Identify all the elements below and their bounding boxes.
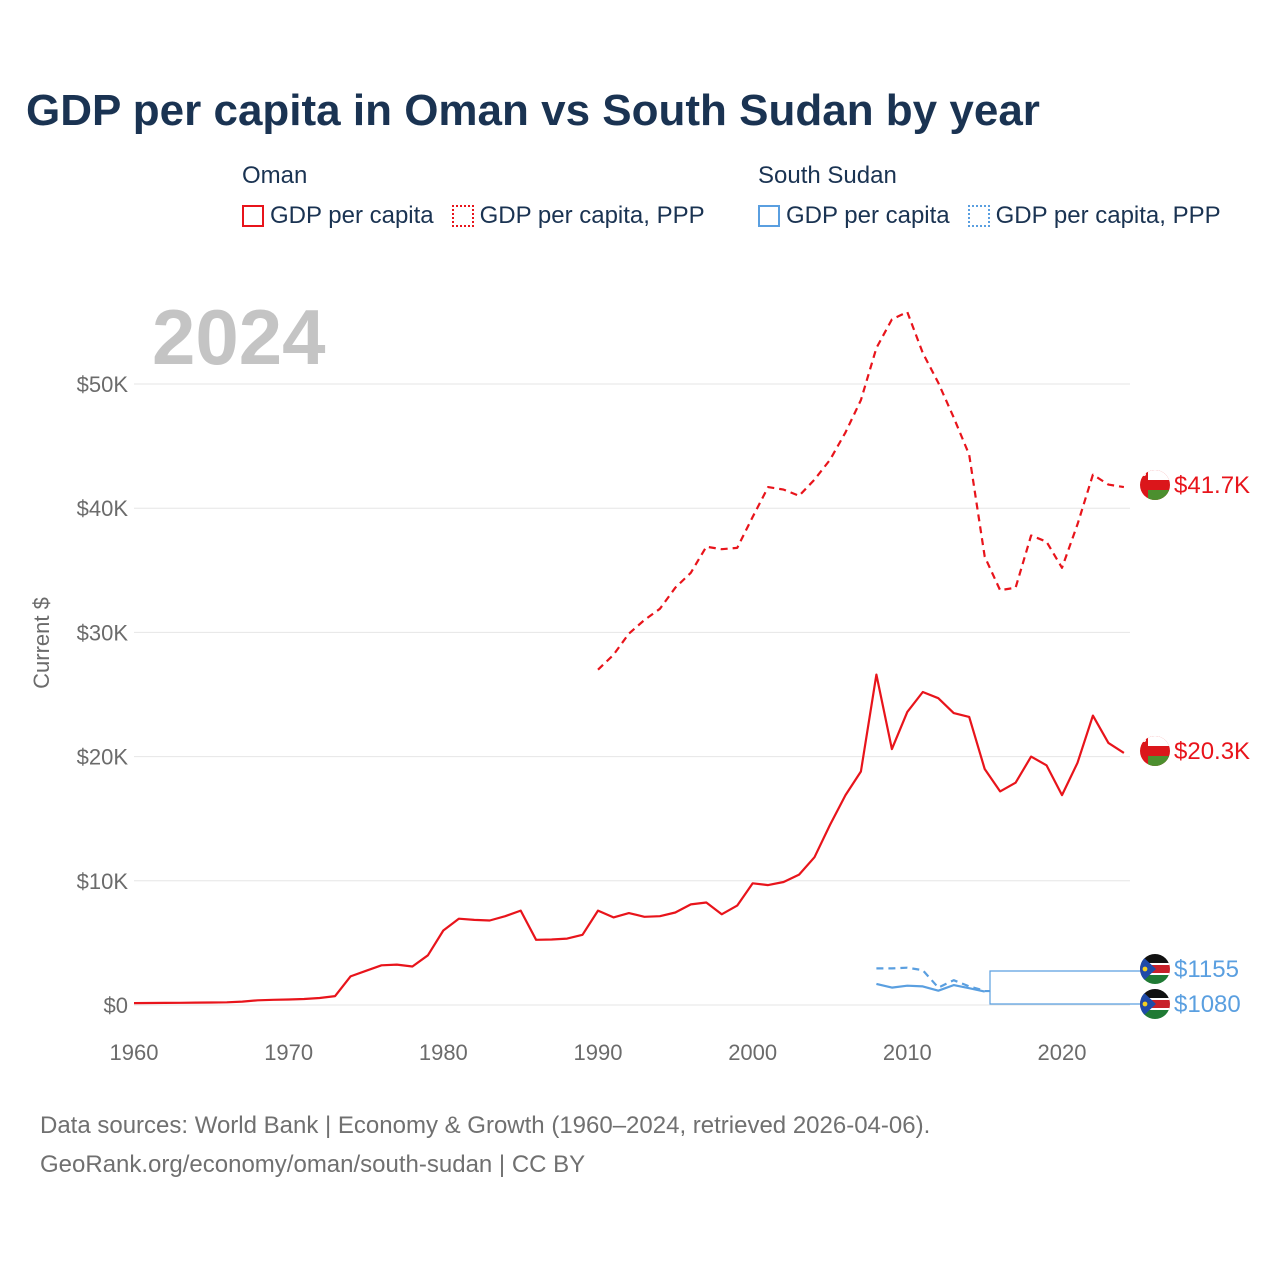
end-labels: $20.3K $41.7K $1155 $1080 [1174,472,1250,1018]
source-line-2[interactable]: GeoRank.org/economy/oman/south-sudan | C… [40,1151,586,1178]
legend-swatch-solid [758,205,780,227]
legend-label: GDP per capita [786,202,950,229]
x-tick-label: 2010 [883,1040,932,1065]
south-sudan-flag-icon [1140,954,1170,984]
legend-swatch-dotted [451,205,474,227]
series-lines [133,310,1125,1005]
x-tick-label: 1970 [264,1040,313,1065]
series-line-3 [876,982,985,993]
chart-title: GDP per capita in Oman vs South Sudan by… [26,86,1040,135]
legend-group-oman: Oman GDP per capita GDP per capita, PPP [242,162,705,230]
x-tick-label: 1960 [110,1040,159,1065]
legend-label: GDP per capita, PPP [479,202,705,229]
y-tick-label: $40K [77,496,129,521]
series-line-2 [597,310,1125,671]
legend-group-name: Oman [242,162,308,189]
y-tick-label: $0 [104,993,128,1018]
series-line-4 [876,966,985,992]
end-label-south-sudan-gdp: $1080 [1174,991,1241,1018]
legend-item-south-sudan-gdp-ppp[interactable]: GDP per capita, PPP [967,202,1221,230]
legend-swatch-solid [242,205,264,227]
source-line-1: Data sources: World Bank | Economy & Gro… [40,1112,931,1139]
x-axis: 1960 1970 1980 1990 2000 2010 2020 [110,1040,1087,1065]
legend-group-south-sudan: South Sudan GDP per capita GDP per capit… [758,162,1221,230]
legend-swatch-dotted [967,205,990,227]
x-tick-label: 2020 [1038,1040,1087,1065]
y-axis: $0 $10K $20K $30K $40K $50K [77,372,129,1018]
y-tick-label: $50K [77,372,129,397]
x-tick-label: 2000 [728,1040,777,1065]
x-tick-label: 1980 [419,1040,468,1065]
end-label-south-sudan-gdp-ppp: $1155 [1174,956,1239,983]
end-label-oman-gdp-ppp: $41.7K [1174,472,1250,499]
oman-flag-icon [1140,470,1170,500]
end-label-connectors [984,970,1140,1005]
data-source: Data sources: World Bank | Economy & Gro… [40,1106,930,1184]
y-tick-label: $30K [77,620,129,645]
year-label: 2024 [152,293,326,381]
legend-item-oman-gdp[interactable]: GDP per capita [242,202,434,230]
end-flags [1140,470,1170,1019]
series-line-1 [133,673,1125,1005]
legend-label: GDP per capita [270,202,434,229]
y-tick-label: $10K [77,869,129,894]
legend-item-oman-gdp-ppp[interactable]: GDP per capita, PPP [451,202,705,230]
south-sudan-flag-icon [1140,989,1170,1019]
oman-flag-icon [1140,736,1170,766]
x-tick-label: 1990 [574,1040,623,1065]
end-label-oman-gdp: $20.3K [1174,738,1250,765]
connector-south-sudan-gdp-ppp [984,970,1140,992]
legend-item-south-sudan-gdp[interactable]: GDP per capita [758,202,950,230]
y-tick-label: $20K [77,745,129,770]
connector-south-sudan-gdp [984,990,1140,1005]
legend-label: GDP per capita, PPP [995,202,1221,229]
legend-group-name: South Sudan [758,162,897,189]
grid [134,383,1130,1006]
